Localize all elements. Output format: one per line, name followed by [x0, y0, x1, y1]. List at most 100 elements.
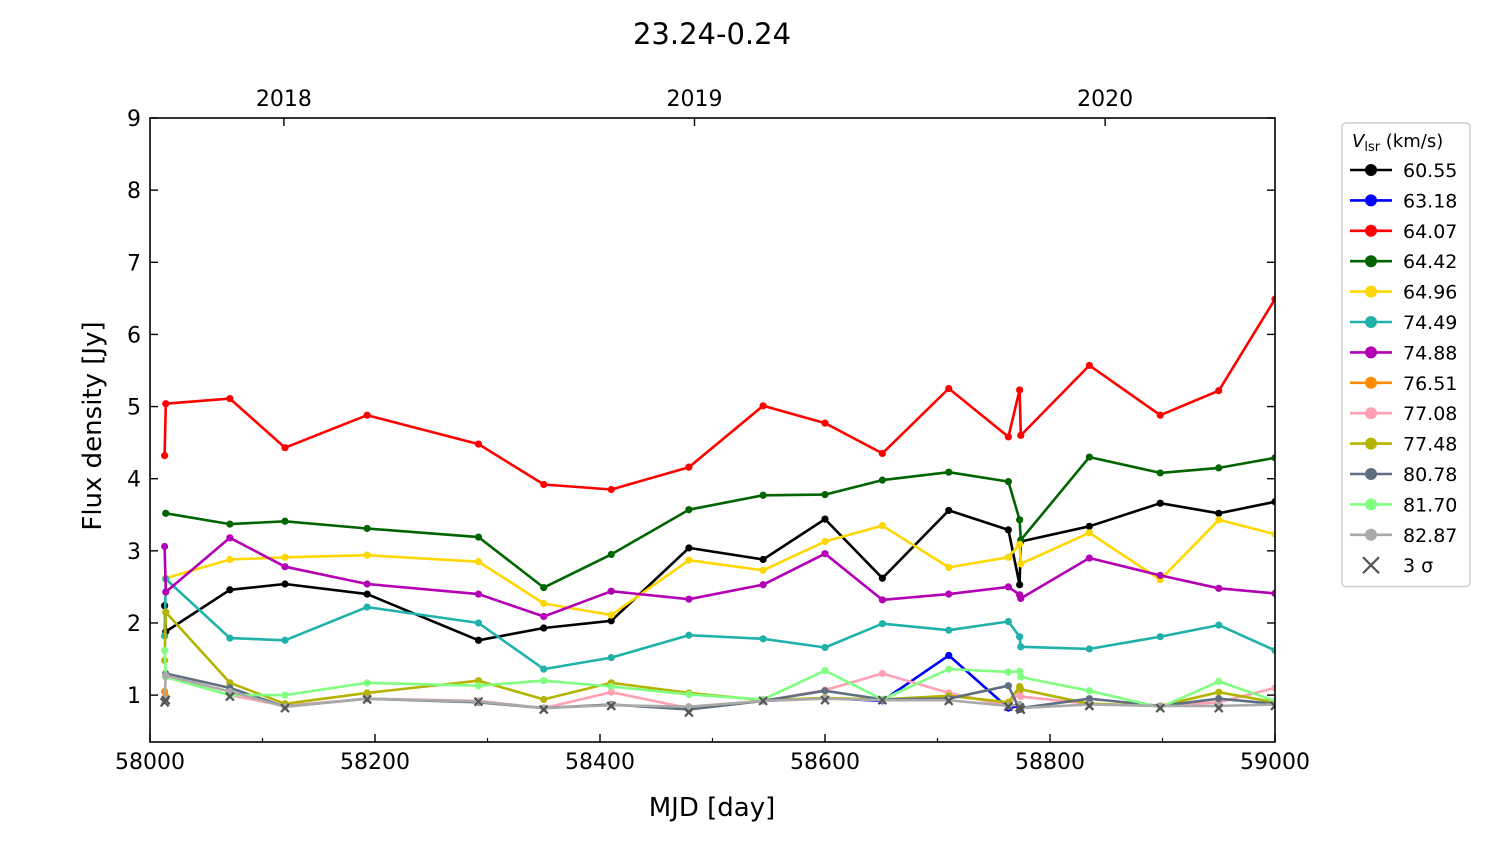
- legend-label-82.87: 82.87: [1403, 525, 1457, 547]
- data-point-81.70: [1215, 677, 1223, 686]
- data-point-64.96: [1271, 530, 1275, 538]
- legend-marker-82.87: [1365, 528, 1377, 541]
- data-point-60.55: [1016, 581, 1024, 589]
- legend-marker-76.51: [1365, 376, 1377, 389]
- legend-label-81.70: 81.70: [1403, 494, 1457, 516]
- data-point-81.70: [685, 690, 693, 698]
- legend-label-64.42: 64.42: [1403, 251, 1457, 273]
- data-point-64.07: [607, 485, 615, 494]
- data-point-74.88: [878, 596, 886, 604]
- data-point-64.07: [685, 463, 693, 471]
- sigma-marker: [362, 694, 372, 705]
- series-line-64.96: [165, 518, 1275, 617]
- data-point-74.88: [1156, 571, 1164, 579]
- data-point-64.07: [759, 402, 767, 410]
- data-point-64.07: [878, 449, 886, 458]
- series-74.88: [161, 534, 1275, 621]
- legend-title: Vlsr (km/s): [1352, 131, 1443, 155]
- data-point-64.07: [1016, 386, 1024, 394]
- data-point-64.42: [281, 517, 289, 525]
- sigma-marker: [1015, 704, 1026, 715]
- legend-label-74.49: 74.49: [1403, 312, 1457, 334]
- data-point-64.96: [540, 599, 548, 608]
- data-point-64.42: [474, 533, 483, 541]
- data-point-64.42: [540, 584, 548, 592]
- data-point-74.49: [759, 635, 767, 643]
- data-point-77.48: [226, 679, 234, 687]
- data-point-60.55: [945, 506, 953, 515]
- data-point-77.48: [363, 689, 371, 697]
- data-point-74.49: [1016, 633, 1024, 641]
- data-point-81.70: [474, 682, 483, 690]
- data-point-60.55: [1271, 498, 1275, 506]
- x-tick-label: 58000: [115, 750, 185, 775]
- data-point-64.96: [945, 563, 953, 572]
- series-64.96: [162, 516, 1275, 619]
- data-point-80.78: [1215, 695, 1223, 703]
- legend-marker-64.96: [1365, 285, 1377, 298]
- data-point-81.70: [1004, 668, 1012, 676]
- data-point-81.70: [1085, 687, 1093, 695]
- data-point-81.70: [161, 646, 169, 654]
- data-point-64.96: [474, 558, 483, 566]
- data-point-81.70: [607, 682, 615, 691]
- sigma-marker: [225, 691, 235, 702]
- series-line-64.42: [165, 455, 1275, 589]
- data-point-74.88: [281, 563, 289, 571]
- legend-marker-77.08: [1365, 407, 1377, 420]
- data-point-74.88: [226, 534, 234, 542]
- data-point-64.96: [821, 537, 829, 546]
- data-point-74.49: [1004, 617, 1012, 626]
- sigma-marker: [606, 701, 617, 711]
- data-point-74.88: [474, 590, 483, 598]
- data-point-60.55: [474, 636, 483, 644]
- data-point-80.78: [1004, 682, 1012, 690]
- data-point-64.96: [281, 553, 289, 561]
- data-point-60.55: [607, 617, 615, 625]
- data-point-64.96: [607, 611, 615, 619]
- data-point-64.42: [226, 520, 234, 528]
- sigma-marker: [538, 704, 549, 715]
- data-point-64.96: [685, 556, 693, 564]
- legend-marker-74.88: [1365, 346, 1377, 359]
- data-point-77.48: [1215, 688, 1223, 696]
- y-tick-label: 6: [127, 323, 141, 348]
- sigma-marker: [684, 707, 694, 718]
- sigma-marker: [820, 695, 830, 705]
- legend-label-80.78: 80.78: [1403, 464, 1457, 486]
- data-point-74.88: [685, 595, 693, 603]
- data-point-74.49: [1215, 621, 1223, 629]
- data-point-74.88: [945, 590, 953, 598]
- data-point-74.88: [161, 542, 169, 551]
- data-point-64.42: [1271, 454, 1275, 462]
- legend-marker-63.18: [1365, 194, 1377, 207]
- data-point-74.88: [1271, 589, 1275, 597]
- data-point-64.07: [226, 395, 234, 403]
- series-80.78: [162, 669, 1275, 714]
- series-line-74.88: [163, 536, 1275, 618]
- data-point-64.96: [1215, 516, 1223, 524]
- data-point-60.55: [1156, 499, 1164, 507]
- data-point-74.88: [540, 612, 548, 621]
- legend-marker-64.42: [1365, 255, 1377, 268]
- data-point-77.08: [1017, 692, 1025, 701]
- data-point-64.42: [878, 476, 886, 484]
- data-point-64.42: [607, 550, 615, 559]
- sigma-marker: [1084, 701, 1095, 711]
- data-point-60.55: [363, 590, 371, 598]
- data-point-60.55: [878, 574, 886, 582]
- data-point-74.88: [759, 581, 767, 589]
- data-point-64.07: [161, 452, 169, 460]
- data-point-74.49: [945, 626, 953, 634]
- data-point-64.07: [281, 444, 289, 452]
- x-tick-label: 58800: [1015, 750, 1085, 775]
- data-point-63.18: [945, 651, 953, 660]
- top-tick-label: 2019: [667, 87, 723, 112]
- data-point-64.42: [1004, 477, 1012, 486]
- data-point-64.42: [162, 509, 170, 517]
- data-point-60.55: [226, 586, 234, 594]
- data-point-64.96: [1016, 540, 1024, 548]
- data-point-77.08: [607, 688, 615, 696]
- data-point-82.87: [162, 672, 170, 680]
